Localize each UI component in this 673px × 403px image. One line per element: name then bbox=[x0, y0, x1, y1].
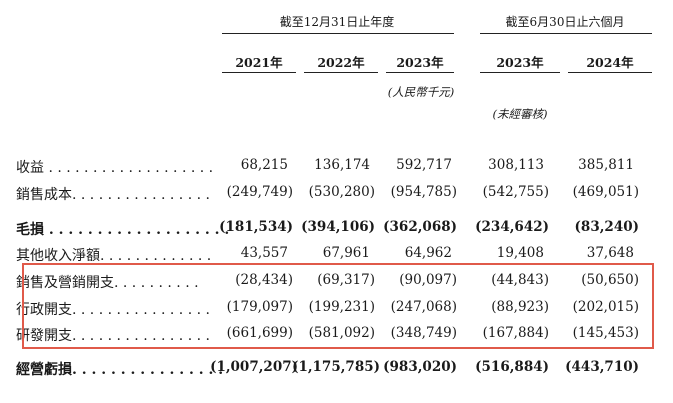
cell-other-income-2023: 64,962 bbox=[404, 245, 452, 261]
cell-other-income-h1-2023: 19,408 bbox=[496, 245, 544, 261]
cell-rd-2023: (348,749) bbox=[390, 325, 457, 341]
year-header-3: 2023年 bbox=[396, 55, 444, 70]
year-header-5: 2024年 bbox=[586, 55, 634, 70]
year-rule-5 bbox=[568, 72, 652, 73]
unit-note: (人民幣千元) bbox=[387, 85, 455, 99]
cell-admin-h1-2023: (88,923) bbox=[491, 299, 549, 315]
row-label-selling-expenses: 銷售及營銷開支. . . . . . . . . . bbox=[16, 275, 199, 291]
cell-other-income-2022: 67,961 bbox=[322, 245, 370, 261]
cell-revenue-2022: 136,174 bbox=[314, 157, 370, 173]
year-rule-3 bbox=[386, 72, 454, 73]
cell-rd-2022: (581,092) bbox=[308, 325, 375, 341]
year-header-2: 2022年 bbox=[317, 55, 365, 70]
cell-cost-h1-2023: (542,755) bbox=[482, 184, 549, 200]
cell-admin-2022: (199,231) bbox=[308, 299, 375, 315]
cell-gross-loss-2022: (394,106) bbox=[301, 219, 375, 235]
cell-gross-loss-h1-2023: (234,642) bbox=[475, 219, 549, 235]
row-label-rd-expenses: 研發開支. . . . . . . . . . . . . . . . bbox=[16, 328, 210, 344]
row-label-admin-expenses: 行政開支. . . . . . . . . . . . . . . . bbox=[16, 302, 210, 318]
cell-gross-loss-h1-2024: (83,240) bbox=[574, 219, 639, 235]
cell-gross-loss-2021: (181,534) bbox=[219, 219, 293, 235]
row-label-revenue: 收益 . . . . . . . . . . . . . . . . . . . bbox=[16, 160, 214, 176]
cell-operating-loss-2021: (1,007,207) bbox=[210, 359, 298, 375]
year-header-4: 2023年 bbox=[496, 55, 544, 70]
year-rule-2 bbox=[304, 72, 378, 73]
cell-revenue-h1-2024: 385,811 bbox=[578, 157, 634, 173]
header-six-months-group: 截至6月30日止六個月 bbox=[505, 15, 625, 29]
year-rule-4 bbox=[480, 72, 560, 73]
cell-rd-h1-2024: (145,453) bbox=[572, 325, 639, 341]
cell-operating-loss-h1-2024: (443,710) bbox=[565, 359, 639, 375]
cell-revenue-h1-2023: 308,113 bbox=[488, 157, 544, 173]
row-label-other-income: 其他收入淨額. . . . . . . . . . . . . bbox=[16, 248, 212, 264]
cell-other-income-2021: 43,557 bbox=[240, 245, 288, 261]
cell-cost-2023: (954,785) bbox=[390, 184, 457, 200]
cell-rd-2021: (661,699) bbox=[226, 325, 293, 341]
cell-selling-2022: (69,317) bbox=[317, 272, 375, 288]
row-label-operating-loss: 經營虧損. . . . . . . . . . . . . . . . bbox=[16, 362, 224, 378]
year-rule-1 bbox=[222, 72, 296, 73]
cell-selling-h1-2023: (44,843) bbox=[491, 272, 549, 288]
cell-operating-loss-2023: (983,020) bbox=[383, 359, 457, 375]
header-annual-rule bbox=[222, 33, 454, 34]
cell-revenue-2023: 592,717 bbox=[396, 157, 452, 173]
header-six-months-rule bbox=[480, 33, 652, 34]
cell-admin-h1-2024: (202,015) bbox=[572, 299, 639, 315]
cell-operating-loss-2022: (1,175,785) bbox=[292, 359, 380, 375]
cell-revenue-2021: 68,215 bbox=[240, 157, 288, 173]
year-header-1: 2021年 bbox=[235, 55, 283, 70]
unaudited-note: (未經審核) bbox=[492, 107, 548, 121]
expense-rows-highlight-box bbox=[22, 263, 654, 349]
cell-selling-2021: (28,434) bbox=[235, 272, 293, 288]
cell-cost-h1-2024: (469,051) bbox=[572, 184, 639, 200]
cell-selling-2023: (90,097) bbox=[399, 272, 457, 288]
cell-cost-2022: (530,280) bbox=[308, 184, 375, 200]
cell-admin-2021: (179,097) bbox=[226, 299, 293, 315]
cell-rd-h1-2023: (167,884) bbox=[482, 325, 549, 341]
cell-cost-2021: (249,749) bbox=[226, 184, 293, 200]
cell-other-income-h1-2024: 37,648 bbox=[586, 245, 634, 261]
cell-admin-2023: (247,068) bbox=[390, 299, 457, 315]
cell-operating-loss-h1-2023: (516,884) bbox=[475, 359, 549, 375]
header-annual-group: 截至12月31日止年度 bbox=[279, 15, 395, 29]
cell-gross-loss-2023: (362,068) bbox=[383, 219, 457, 235]
row-label-cost-of-sales: 銷售成本. . . . . . . . . . . . . . . . bbox=[16, 187, 210, 203]
row-label-gross-loss: 毛損 . . . . . . . . . . . . . . . . . . . bbox=[16, 222, 230, 238]
cell-selling-h1-2024: (50,650) bbox=[581, 272, 639, 288]
